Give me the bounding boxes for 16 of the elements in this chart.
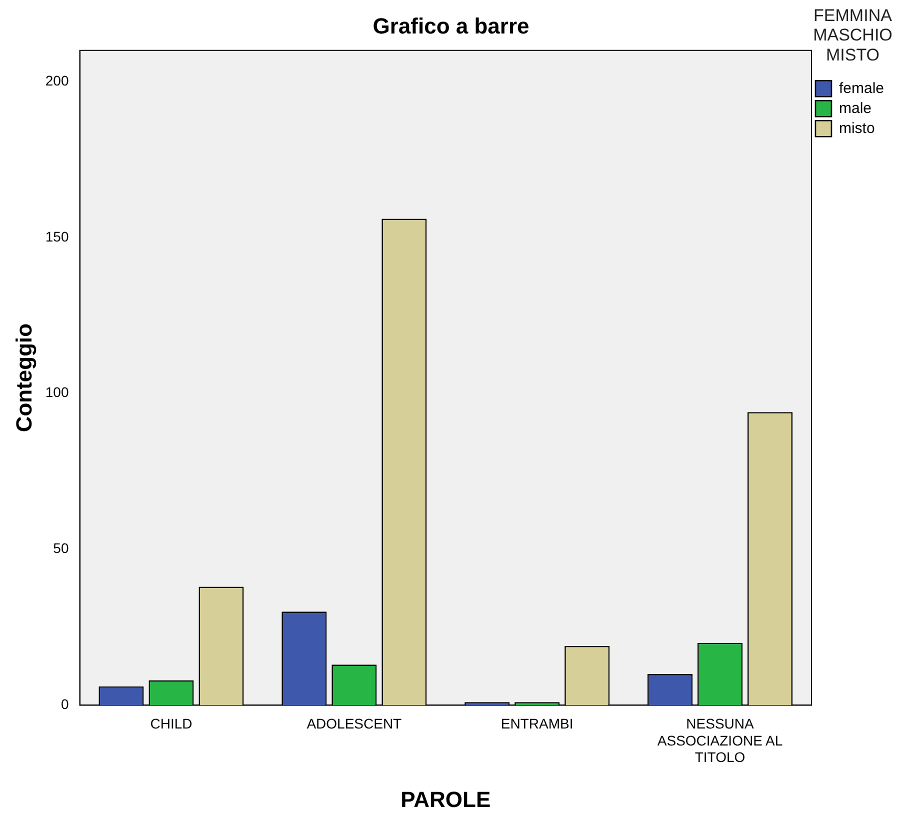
x-axis-title: PAROLE xyxy=(400,786,491,812)
y-tick-label: 150 xyxy=(45,228,69,244)
y-tick-label: 0 xyxy=(60,696,69,712)
legend-label: misto xyxy=(838,120,875,137)
x-tick-label: NESSUNA ASSOCIAZIONE AL TITOLO xyxy=(657,715,783,766)
y-tick-label: 50 xyxy=(53,540,69,556)
legend-title: FEMMINA MASCHIO MISTO xyxy=(813,6,893,64)
x-tick-label: ENTRAMBI xyxy=(500,715,574,732)
legend-label: male xyxy=(838,100,872,117)
x-tick-label: CHILD xyxy=(150,715,192,732)
y-tick-label: 100 xyxy=(45,384,69,400)
legend-label: female xyxy=(838,80,884,97)
chart-title: Grafico a barre xyxy=(372,13,530,38)
y-axis-title: Conteggio xyxy=(11,323,36,432)
y-tick-label: 200 xyxy=(45,72,69,88)
x-tick-label: ADOLESCENT xyxy=(306,715,402,732)
